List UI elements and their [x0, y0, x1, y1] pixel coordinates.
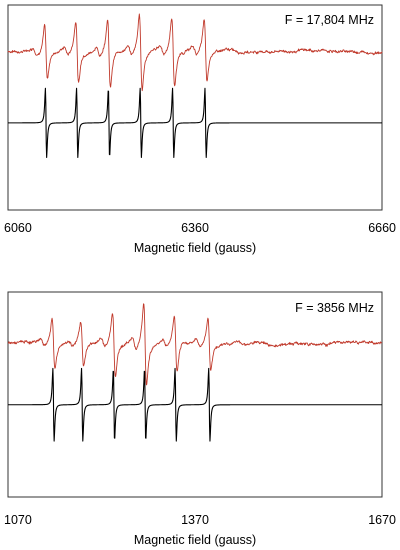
traces-bottom: [7, 303, 383, 442]
x-tick-label: 6660: [368, 221, 396, 235]
spectrum-panel-bottom: F = 3856 MHz 1070 1370 1670 Magnetic fie…: [4, 291, 396, 547]
x-axis-label-bottom: Magnetic field (gauss): [134, 533, 256, 547]
traces-top: [7, 13, 383, 159]
plot-frame-bottom: [7, 291, 383, 498]
experimental-spectrum-line: [7, 13, 383, 92]
spectrum-panel-top: F = 17,804 MHz 6060 6360 6660 Magnetic f…: [4, 4, 396, 255]
x-tick-label: 1670: [368, 513, 396, 527]
experimental-spectrum-line: [7, 303, 383, 386]
frequency-annotation-bottom: F = 3856 MHz: [295, 301, 374, 315]
plot-frame-top: [7, 4, 383, 211]
x-tick-label: 6360: [181, 221, 209, 235]
x-tick-label: 1370: [181, 513, 209, 527]
x-axis-label-top: Magnetic field (gauss): [134, 241, 256, 255]
simulated-spectrum-line: [7, 367, 383, 442]
x-tick-label: 6060: [4, 221, 32, 235]
simulated-spectrum-line: [7, 87, 383, 159]
frequency-annotation-top: F = 17,804 MHz: [285, 13, 374, 27]
x-tick-label: 1070: [4, 513, 32, 527]
